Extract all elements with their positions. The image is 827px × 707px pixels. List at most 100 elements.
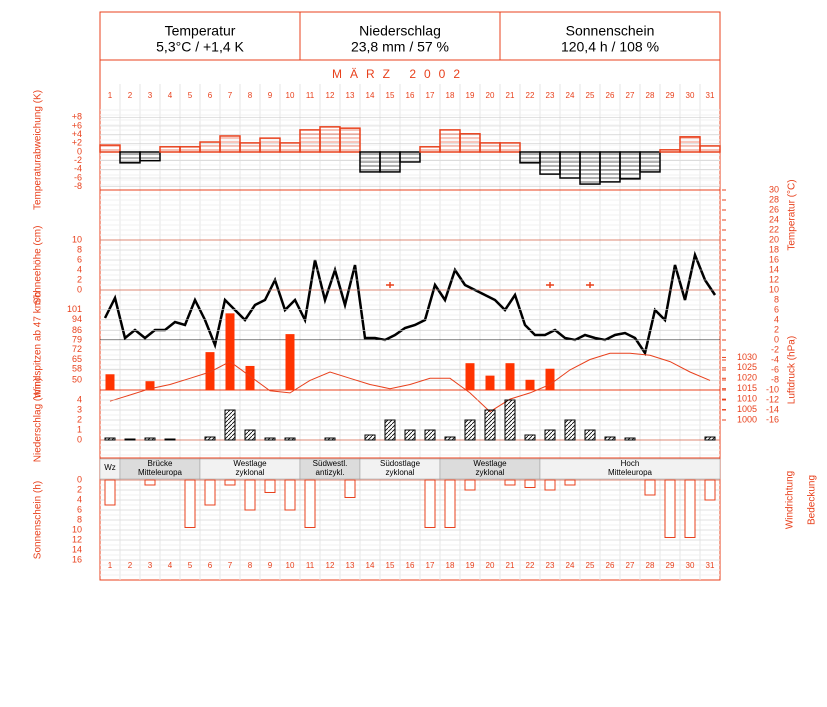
tick-label: 26 [769,204,779,214]
bar [564,479,576,486]
bar [504,479,516,486]
day-label: 8 [248,561,253,570]
tick-label: 8 [77,244,82,254]
bar [684,479,696,538]
tick-label: -8 [771,374,779,384]
day-label: 5 [188,91,193,100]
bar [505,363,515,391]
tick-label: 4 [77,494,82,504]
day-label: 6 [208,91,213,100]
bar [564,419,576,441]
day-label: 10 [286,91,295,100]
bar [659,149,681,153]
tick-label: 50 [72,375,82,385]
bar [205,352,215,391]
day-label: 16 [406,561,415,570]
day-label: 15 [386,561,395,570]
bar [459,133,481,153]
day-label: 4 [168,91,173,100]
tick-label: -12 [766,394,779,404]
tick-label: -6 [771,364,779,374]
tick-label: 8 [774,294,779,304]
header-value: 23,8 mm / 57 % [351,39,449,55]
bar [524,479,536,488]
tick-label: 3 [77,404,82,414]
bar [545,368,555,391]
bar [624,437,636,441]
tick-label: 2 [774,324,779,334]
day-label: 14 [366,91,375,100]
day-label: 18 [446,561,455,570]
bar [285,334,295,391]
day-label: 10 [286,561,295,570]
weather-type-label: antizykl. [316,468,345,477]
tick-label: 0 [77,434,82,444]
weather-type-label: zyklonal [386,468,415,477]
bar [245,365,255,391]
axis-title: Windspitzen ab 47 km/h [33,292,44,399]
tick-label: 1005 [737,404,757,414]
bar [145,381,155,391]
tick-label: 6 [774,304,779,314]
bar [264,479,276,493]
header-value: 5,3°C / +1,4 K [156,39,244,55]
tick-label: -6 [74,172,82,182]
day-label: 19 [466,561,475,570]
bar [104,437,116,441]
weather-type-label: Westlage [473,459,507,468]
bar [519,151,541,164]
month-title: MÄRZ 2002 [332,67,468,81]
tick-label: 8 [77,514,82,524]
bar [204,479,216,506]
tick-label: 0 [774,334,779,344]
bar [279,142,301,153]
bar [399,151,421,163]
side-label: Windrichtung [785,471,796,529]
tick-label: 30 [769,184,779,194]
bar [259,137,281,153]
bar [239,142,261,153]
day-label: 18 [446,91,455,100]
day-label: 9 [268,91,273,100]
bar [504,399,516,441]
tick-label: 16 [72,554,82,564]
day-label: 24 [566,91,575,100]
day-label: 5 [188,561,193,570]
header-value: 120,4 h / 108 % [561,39,659,55]
bar [584,429,596,441]
day-label: 19 [466,91,475,100]
tick-label: -14 [766,404,779,414]
bar [164,438,176,441]
tick-label: 79 [72,335,82,345]
tick-label: 101 [67,304,82,314]
bar [159,146,181,153]
weather-type-label: zyklonal [236,468,265,477]
tick-label: +2 [72,138,82,148]
tick-label: 1015 [737,383,757,393]
bar [139,151,161,162]
day-label: 17 [426,91,435,100]
bar [144,479,156,486]
axis-title: Schneehöhe (cm) [33,226,44,305]
day-label: 22 [526,561,535,570]
day-label: 31 [706,91,715,100]
tick-label: 1 [77,424,82,434]
day-label: 25 [586,91,595,100]
tick-label: 12 [72,534,82,544]
day-label: 26 [606,561,615,570]
bar [179,146,201,153]
axis-title: Temperaturabweichung (K) [33,90,44,210]
bar [284,437,296,441]
day-label: 29 [666,561,675,570]
tick-label: 2 [77,414,82,424]
weather-type-label: Mitteleuropa [608,468,653,477]
bar [124,438,136,441]
bar [419,146,441,153]
day-label: 21 [506,91,515,100]
bar [544,479,556,491]
tick-label: 65 [72,354,82,364]
tick-label: 6 [77,254,82,264]
snow-marker [546,282,554,288]
tick-label: 18 [769,244,779,254]
day-label: 6 [208,561,213,570]
